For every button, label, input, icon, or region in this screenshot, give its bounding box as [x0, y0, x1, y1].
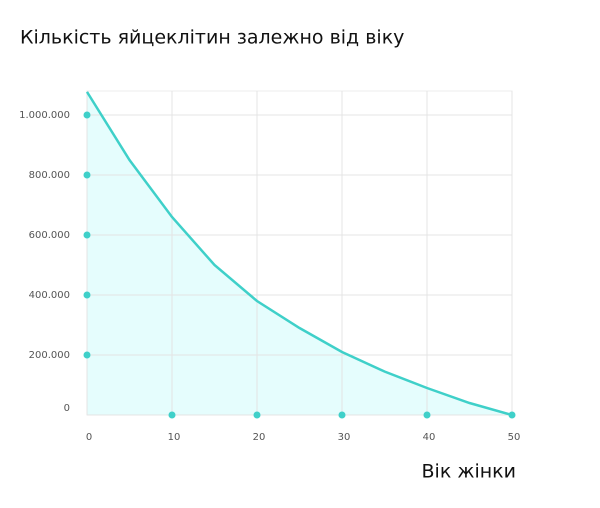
y-tick-label: 400.000 [29, 290, 70, 301]
y-tick-label: 200.000 [29, 350, 70, 361]
x-tick-label: 10 [168, 432, 181, 443]
x-tick-label: 40 [423, 432, 436, 443]
area [87, 91, 512, 416]
y-tick-label: 800.000 [29, 170, 70, 181]
y-tick-dot [83, 171, 91, 179]
y-tick-label: 1.000.000 [19, 110, 70, 121]
x-axis-label: Вік жінки [422, 461, 516, 483]
x-tick-dot [423, 411, 431, 419]
x-tick-dot [168, 411, 176, 419]
x-tick-label: 30 [338, 432, 351, 443]
y-tick-dot [83, 291, 91, 299]
y-tick-dot [83, 231, 91, 239]
x-tick-label: 20 [253, 432, 266, 443]
line [85, 91, 513, 417]
chart-title: Кількість яйцеклітин залежно від віку [20, 27, 404, 49]
x-tick-label: 50 [508, 432, 521, 443]
y-tick-label: 0 [64, 403, 70, 414]
y-tick-dot [83, 351, 91, 359]
x-tick-dot [338, 411, 346, 419]
y-tick-label: 600.000 [29, 230, 70, 241]
x-tick-dot [253, 411, 261, 419]
x-tick-label: 0 [86, 432, 92, 443]
x-tick-dot [508, 411, 516, 419]
y-tick-dot [83, 111, 91, 119]
